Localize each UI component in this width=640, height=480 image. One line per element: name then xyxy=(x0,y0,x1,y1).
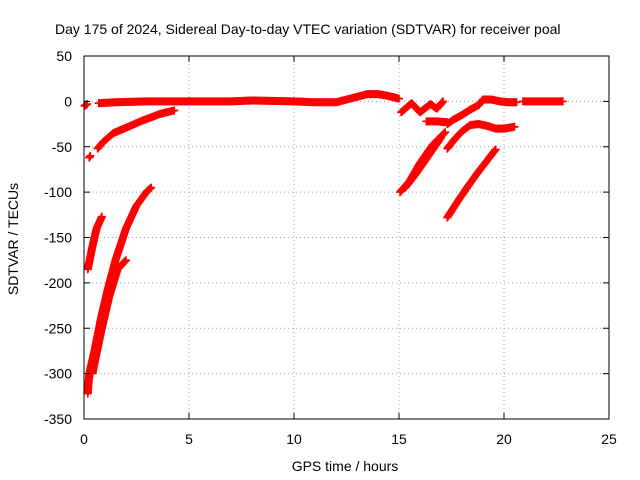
data-point xyxy=(440,129,449,138)
x-tick-label: 20 xyxy=(496,431,512,447)
axis-ticks xyxy=(83,55,610,420)
data-points xyxy=(80,90,567,398)
x-tick-label: 10 xyxy=(286,431,302,447)
y-tick-label: -300 xyxy=(44,366,72,382)
y-tick-label: -50 xyxy=(52,139,72,155)
y-tick-label: 0 xyxy=(64,93,72,109)
y-tick-label: -250 xyxy=(44,320,72,336)
data-point xyxy=(395,94,403,103)
y-tick-label: -200 xyxy=(44,275,72,291)
data-point xyxy=(147,183,156,192)
data-point xyxy=(441,128,450,137)
data-point xyxy=(558,97,567,106)
x-tick-label: 5 xyxy=(185,431,193,447)
data-point xyxy=(97,212,106,221)
chart-title: Day 175 of 2024, Sidereal Day-to-day VTE… xyxy=(55,21,561,37)
data-point xyxy=(439,97,448,106)
data-point xyxy=(491,145,500,154)
data-point xyxy=(512,98,521,107)
x-tick-label: 0 xyxy=(80,431,88,447)
x-axis-label: GPS time / hours xyxy=(292,458,399,474)
y-tick-label: 50 xyxy=(56,48,72,64)
x-tick-label: 15 xyxy=(391,431,407,447)
x-tick-label: 25 xyxy=(601,431,617,447)
y-axis-label: SDTVAR / TECUs xyxy=(5,183,21,295)
data-point xyxy=(437,133,445,142)
tick-labels: 0 5 10 15 20 25 50 0 -50 -100 -150 -200 -250 -300 -350 xyxy=(44,48,617,447)
grid-lines xyxy=(84,56,609,419)
y-tick-label: -100 xyxy=(44,184,72,200)
data-point xyxy=(122,256,130,265)
y-tick-label: -150 xyxy=(44,230,72,246)
data-point xyxy=(170,106,179,115)
data-point xyxy=(510,122,519,131)
y-tick-label: -350 xyxy=(44,411,72,427)
data-point xyxy=(86,151,95,160)
